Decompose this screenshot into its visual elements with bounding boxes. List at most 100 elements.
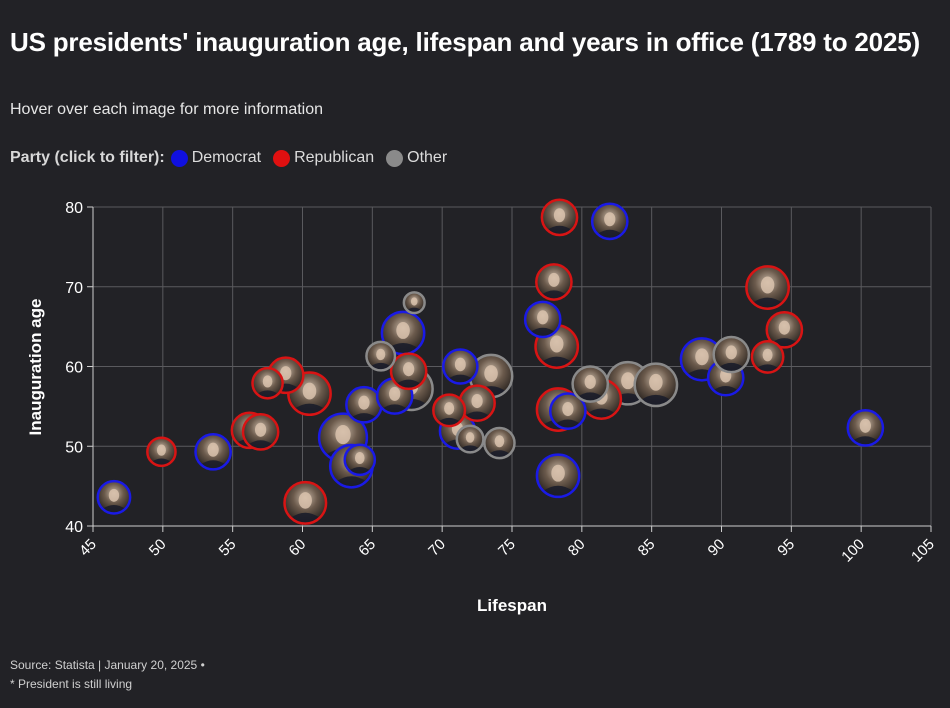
president-marker[interactable] <box>633 362 679 408</box>
president-marker[interactable] <box>549 392 587 431</box>
face-shape <box>725 345 737 360</box>
president-marker[interactable] <box>432 393 467 428</box>
suit-shape <box>529 327 556 337</box>
face-shape <box>762 348 773 362</box>
president-marker[interactable] <box>241 413 280 451</box>
suit-shape <box>289 512 321 523</box>
president-marker[interactable] <box>146 436 177 468</box>
president-marker[interactable] <box>442 348 479 385</box>
suit-shape <box>852 436 879 445</box>
face-shape <box>358 395 370 410</box>
legend-label: Party (click to filter): <box>10 149 165 166</box>
president-marker[interactable] <box>345 385 383 424</box>
president-marker[interactable] <box>283 480 328 525</box>
suit-shape <box>437 417 461 426</box>
party-ring <box>455 424 485 454</box>
suit-shape <box>395 379 422 389</box>
suit-shape <box>540 356 573 367</box>
suit-shape <box>348 466 372 475</box>
x-tick-label: 55 <box>216 536 240 560</box>
grid-lines <box>92 206 932 527</box>
face-shape <box>108 488 120 502</box>
suit-shape <box>577 392 604 401</box>
chart-title: US presidents' inauguration age, lifespa… <box>10 27 920 57</box>
president-marker[interactable] <box>343 443 377 477</box>
suit-shape <box>755 364 780 372</box>
suit-shape <box>335 476 368 487</box>
suit-shape <box>463 411 491 420</box>
president-marker[interactable] <box>96 479 132 515</box>
president-marker[interactable] <box>571 365 610 403</box>
president-marker[interactable] <box>375 377 414 415</box>
president-marker[interactable] <box>846 409 885 447</box>
suit-shape <box>540 290 568 299</box>
legend-item-democrat[interactable]: Democrat <box>170 149 261 167</box>
democrat-swatch-icon <box>170 149 188 167</box>
y-tick-label: 40 <box>65 519 83 536</box>
president-marker[interactable] <box>402 291 426 315</box>
party-ring <box>712 335 751 374</box>
president-marker[interactable] <box>540 198 579 237</box>
president-marker[interactable] <box>745 265 791 310</box>
president-marker[interactable] <box>458 384 496 423</box>
president-marker[interactable] <box>455 424 485 454</box>
x-tick-label: 70 <box>425 536 449 560</box>
y-axis-label: Inauguration age <box>26 299 45 436</box>
face-shape <box>396 322 410 339</box>
party-ring <box>535 453 581 499</box>
face-shape <box>548 272 560 287</box>
legend-item-republican[interactable]: Republican <box>273 149 374 167</box>
party-ring <box>535 263 573 301</box>
suit-shape <box>350 413 378 422</box>
x-tick-label: 65 <box>355 536 379 560</box>
face-shape <box>335 425 351 445</box>
suit-shape <box>488 450 511 458</box>
x-tick-label: 85 <box>635 536 659 560</box>
face-shape <box>156 444 166 456</box>
face-shape <box>562 402 574 417</box>
data-points <box>96 198 885 525</box>
face-shape <box>410 297 418 306</box>
face-shape <box>778 320 790 335</box>
party-ring <box>590 202 629 241</box>
x-tick-label: 95 <box>774 536 798 560</box>
suit-shape <box>150 458 173 466</box>
face-shape <box>494 435 505 448</box>
suit-shape <box>586 408 617 418</box>
president-marker[interactable] <box>535 263 573 301</box>
president-marker[interactable] <box>535 453 581 499</box>
president-marker[interactable] <box>483 426 516 460</box>
president-marker[interactable] <box>523 300 562 339</box>
president-marker[interactable] <box>590 202 629 241</box>
legend-item-label: Other <box>407 149 448 166</box>
president-marker[interactable] <box>194 432 232 471</box>
legend-item-other[interactable]: Other <box>386 149 447 167</box>
y-tick-label: 80 <box>65 200 83 217</box>
face-shape <box>484 365 498 382</box>
republican-swatch-icon <box>273 149 291 167</box>
suit-shape <box>247 440 274 449</box>
suit-shape <box>293 403 326 414</box>
face-shape <box>859 418 871 433</box>
party-ring <box>96 479 132 515</box>
suit-shape <box>546 225 573 235</box>
president-marker[interactable] <box>389 352 428 391</box>
president-marker[interactable] <box>380 310 426 356</box>
president-marker[interactable] <box>750 340 785 374</box>
party-ring <box>389 352 428 391</box>
x-tick-label: 45 <box>76 536 100 560</box>
president-marker[interactable] <box>712 335 751 374</box>
face-shape <box>262 375 273 388</box>
party-ring <box>241 413 280 451</box>
x-tick-label: 80 <box>565 536 589 560</box>
face-shape <box>695 348 709 366</box>
source-note: Source: Statista | January 20, 2025 • <box>10 658 205 672</box>
face-shape <box>207 442 219 457</box>
president-marker[interactable] <box>251 366 284 400</box>
face-shape <box>254 422 267 437</box>
party-ring <box>846 409 885 447</box>
suit-shape <box>381 404 408 413</box>
face-shape <box>584 374 596 389</box>
party-ring <box>251 366 284 400</box>
president-marker[interactable] <box>365 340 397 372</box>
